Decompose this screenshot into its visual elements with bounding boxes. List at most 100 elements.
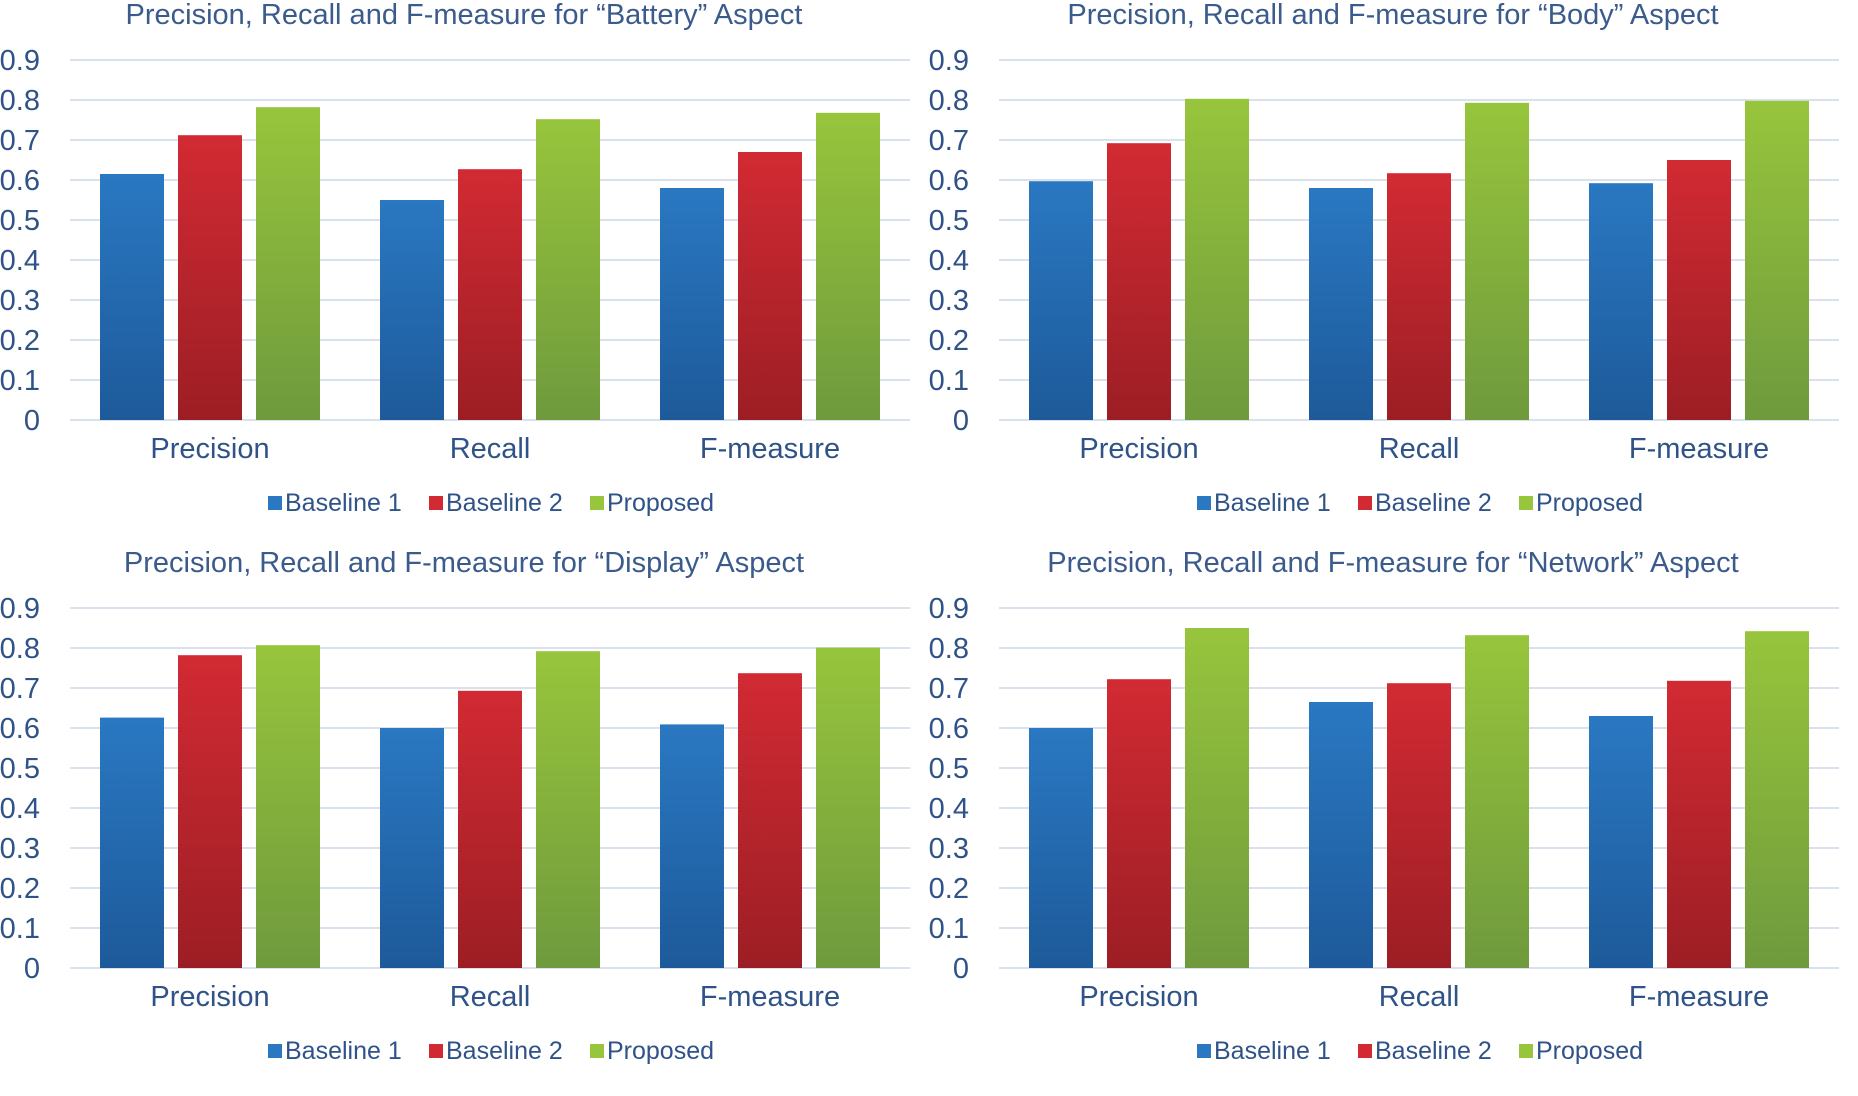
legend-swatch-proposed	[1519, 1044, 1533, 1058]
y-tick-label: 0.7	[0, 673, 40, 705]
y-tick-label: 0.8	[929, 633, 969, 665]
legend-label: Baseline 1	[1214, 1037, 1331, 1065]
legend-swatch-baseline-1	[268, 1044, 282, 1058]
bar-baseline-1-f-measure	[1589, 183, 1653, 420]
legend-label: Baseline 2	[446, 489, 563, 517]
bar-baseline-2-recall	[1387, 173, 1451, 420]
y-tick-label: 0.2	[0, 873, 40, 905]
y-tick-label: 0.7	[929, 673, 969, 705]
bar-baseline-2-recall	[1387, 683, 1451, 968]
bar-baseline-1-precision	[100, 174, 164, 420]
chart-svg: Precision, Recall and F-measure for “Bod…	[929, 0, 1839, 517]
legend-label: Proposed	[607, 489, 714, 517]
y-tick-label: 0.6	[0, 713, 40, 745]
legend-swatch-baseline-2	[1358, 496, 1372, 510]
bar-proposed-recall	[536, 651, 600, 968]
bar-baseline-1-f-measure	[660, 188, 724, 420]
bar-baseline-1-f-measure	[1589, 716, 1653, 968]
bar-baseline-2-precision	[178, 655, 242, 968]
chart-svg: Precision, Recall and F-measure for “Net…	[929, 548, 1839, 1065]
legend-swatch-baseline-1	[1197, 496, 1211, 510]
y-tick-label: 0.9	[929, 45, 969, 77]
legend-label: Baseline 1	[285, 489, 402, 517]
chart-body: Precision, Recall and F-measure for “Bod…	[929, 0, 1858, 548]
bar-baseline-1-f-measure	[660, 724, 724, 968]
bar-proposed-precision	[1185, 628, 1249, 968]
bar-baseline-2-precision	[178, 135, 242, 420]
legend-swatch-proposed	[590, 1044, 604, 1058]
bar-baseline-2-precision	[1107, 143, 1171, 420]
chart-svg: Precision, Recall and F-measure for “Dis…	[0, 548, 910, 1065]
legend-swatch-baseline-1	[1197, 1044, 1211, 1058]
y-tick-label: 0.3	[929, 285, 969, 317]
bar-baseline-1-recall	[380, 200, 444, 420]
chart-title: Precision, Recall and F-measure for “Bat…	[126, 0, 803, 31]
bar-baseline-2-f-measure	[738, 673, 802, 968]
x-tick-label: F-measure	[1629, 433, 1769, 465]
y-tick-label: 0.8	[929, 85, 969, 117]
bar-proposed-f-measure	[816, 647, 880, 968]
legend-swatch-baseline-2	[1358, 1044, 1372, 1058]
legend-label: Baseline 2	[446, 1037, 563, 1065]
y-tick-label: 0.9	[0, 593, 40, 625]
y-tick-label: 0.7	[929, 125, 969, 157]
x-tick-label: Recall	[1379, 981, 1460, 1013]
y-tick-label: 0.1	[929, 365, 969, 397]
legend-label: Proposed	[1536, 489, 1643, 517]
y-tick-label: 0.1	[0, 365, 40, 397]
chart-network: Precision, Recall and F-measure for “Net…	[929, 548, 1858, 1096]
legend-label: Baseline 2	[1375, 1037, 1492, 1065]
y-tick-label: 0.6	[0, 165, 40, 197]
legend-label: Proposed	[607, 1037, 714, 1065]
bar-baseline-1-recall	[1309, 188, 1373, 420]
y-tick-label: 0.3	[929, 833, 969, 865]
bar-proposed-recall	[1465, 102, 1529, 421]
x-tick-label: Precision	[1079, 433, 1198, 465]
y-tick-label: 0.4	[929, 793, 969, 825]
bar-baseline-2-f-measure	[738, 152, 802, 420]
bar-baseline-2-f-measure	[1667, 680, 1731, 968]
chart-title: Precision, Recall and F-measure for “Net…	[1047, 548, 1738, 579]
y-tick-label: 0.1	[929, 913, 969, 945]
y-tick-label: 0.6	[929, 713, 969, 745]
y-tick-label: 0.8	[0, 85, 40, 117]
y-tick-label: 0.2	[0, 325, 40, 357]
y-tick-label: 0.5	[0, 753, 40, 785]
y-tick-label: 0.4	[0, 793, 40, 825]
bar-proposed-precision	[1185, 98, 1249, 421]
bar-baseline-2-f-measure	[1667, 160, 1731, 420]
legend-label: Proposed	[1536, 1037, 1643, 1065]
bar-baseline-1-recall	[1309, 702, 1373, 968]
y-tick-label: 0.3	[0, 833, 40, 865]
y-tick-label: 0.2	[929, 873, 969, 905]
y-tick-label: 0.8	[0, 633, 40, 665]
legend-label: Baseline 1	[285, 1037, 402, 1065]
bar-baseline-1-precision	[1029, 181, 1093, 420]
y-tick-label: 0.9	[929, 593, 969, 625]
bar-baseline-2-precision	[1107, 679, 1171, 968]
bar-proposed-f-measure	[1745, 631, 1809, 968]
bar-baseline-1-precision	[1029, 728, 1093, 968]
chart-display: Precision, Recall and F-measure for “Dis…	[0, 548, 929, 1096]
bar-proposed-recall	[536, 119, 600, 420]
x-tick-label: Recall	[450, 981, 531, 1013]
x-tick-label: Precision	[150, 433, 269, 465]
legend-label: Baseline 2	[1375, 489, 1492, 517]
y-tick-label: 0.1	[0, 913, 40, 945]
y-tick-label: 0.7	[0, 125, 40, 157]
chart-title: Precision, Recall and F-measure for “Bod…	[1067, 0, 1718, 31]
y-tick-label: 0.2	[929, 325, 969, 357]
legend-label: Baseline 1	[1214, 489, 1331, 517]
x-tick-label: Precision	[150, 981, 269, 1013]
y-tick-label: 0.6	[929, 165, 969, 197]
bar-proposed-precision	[256, 645, 320, 968]
y-tick-label: 0	[24, 953, 40, 985]
x-tick-label: Precision	[1079, 981, 1198, 1013]
bar-proposed-precision	[256, 107, 320, 420]
y-tick-label: 0.4	[0, 245, 40, 277]
legend-swatch-proposed	[1519, 496, 1533, 510]
chart-battery: Precision, Recall and F-measure for “Bat…	[0, 0, 929, 548]
legend-swatch-baseline-1	[268, 496, 282, 510]
x-tick-label: Recall	[1379, 433, 1460, 465]
bar-baseline-2-recall	[458, 169, 522, 420]
